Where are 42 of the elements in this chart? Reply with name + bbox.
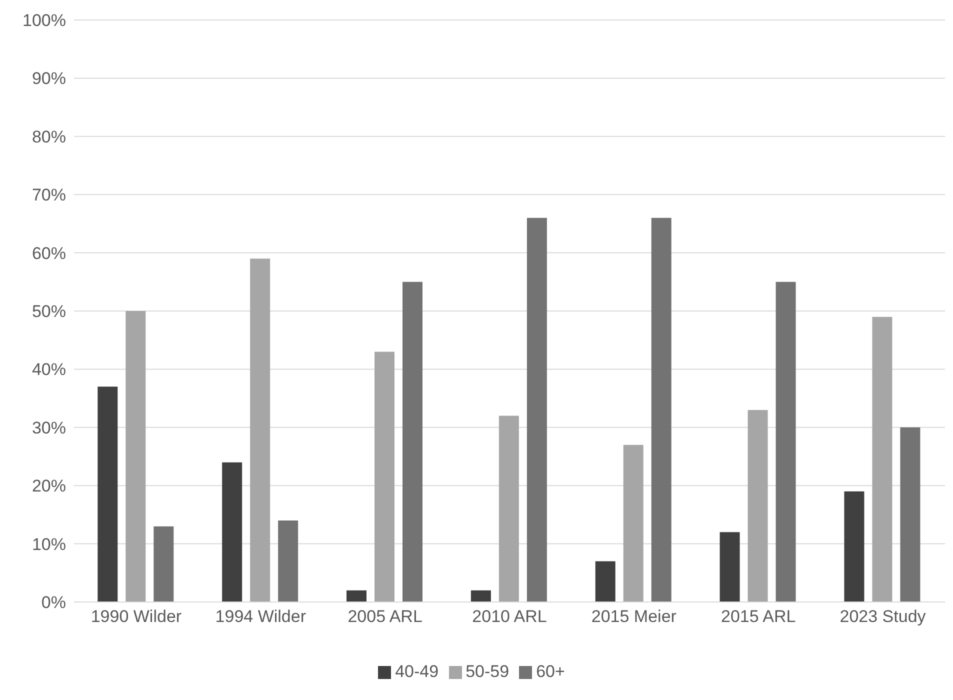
bar bbox=[872, 316, 892, 602]
y-tick-label: 40% bbox=[32, 360, 66, 380]
bar bbox=[470, 590, 491, 602]
y-tick-label: 0% bbox=[41, 593, 66, 612]
bar bbox=[748, 410, 768, 602]
x-tick-label: 1994 Wilder bbox=[215, 607, 306, 626]
y-tick-label: 60% bbox=[32, 244, 66, 263]
bar bbox=[222, 462, 242, 602]
bar bbox=[844, 491, 864, 602]
y-tick-label: 80% bbox=[32, 127, 66, 146]
bar bbox=[278, 520, 298, 602]
x-tick-label: 1990 Wilder bbox=[90, 607, 182, 626]
bar bbox=[595, 561, 616, 602]
y-tick-label: 70% bbox=[32, 186, 66, 205]
y-tick-label: 50% bbox=[32, 302, 66, 322]
y-tick-label: 90% bbox=[32, 69, 66, 88]
bar bbox=[776, 282, 796, 602]
y-tick-label: 100% bbox=[22, 11, 66, 30]
legend-label: 40-49 bbox=[395, 662, 439, 681]
bar bbox=[526, 218, 547, 602]
bar bbox=[346, 590, 366, 602]
bar bbox=[126, 311, 146, 602]
x-tick-label: 2023 Study bbox=[840, 607, 926, 626]
bar bbox=[154, 526, 174, 602]
y-tick-label: 10% bbox=[32, 534, 66, 554]
x-tick-label: 2015 Meier bbox=[591, 607, 677, 626]
bar bbox=[250, 258, 270, 602]
bar bbox=[900, 427, 920, 602]
bar bbox=[623, 444, 644, 602]
legend-label: 50-59 bbox=[466, 662, 510, 681]
x-tick-label: 2010 ARL bbox=[472, 607, 547, 626]
bar bbox=[498, 416, 519, 602]
bar bbox=[374, 352, 394, 602]
x-tick-label: 2005 ARL bbox=[348, 607, 422, 626]
legend-label: 60+ bbox=[536, 662, 565, 681]
x-tick-label: 2015 ARL bbox=[721, 607, 796, 626]
bar bbox=[651, 218, 672, 602]
bar bbox=[402, 282, 422, 602]
bar bbox=[98, 386, 118, 602]
y-tick-label: 20% bbox=[32, 476, 66, 496]
bar bbox=[720, 532, 740, 602]
y-tick-label: 30% bbox=[32, 418, 66, 438]
